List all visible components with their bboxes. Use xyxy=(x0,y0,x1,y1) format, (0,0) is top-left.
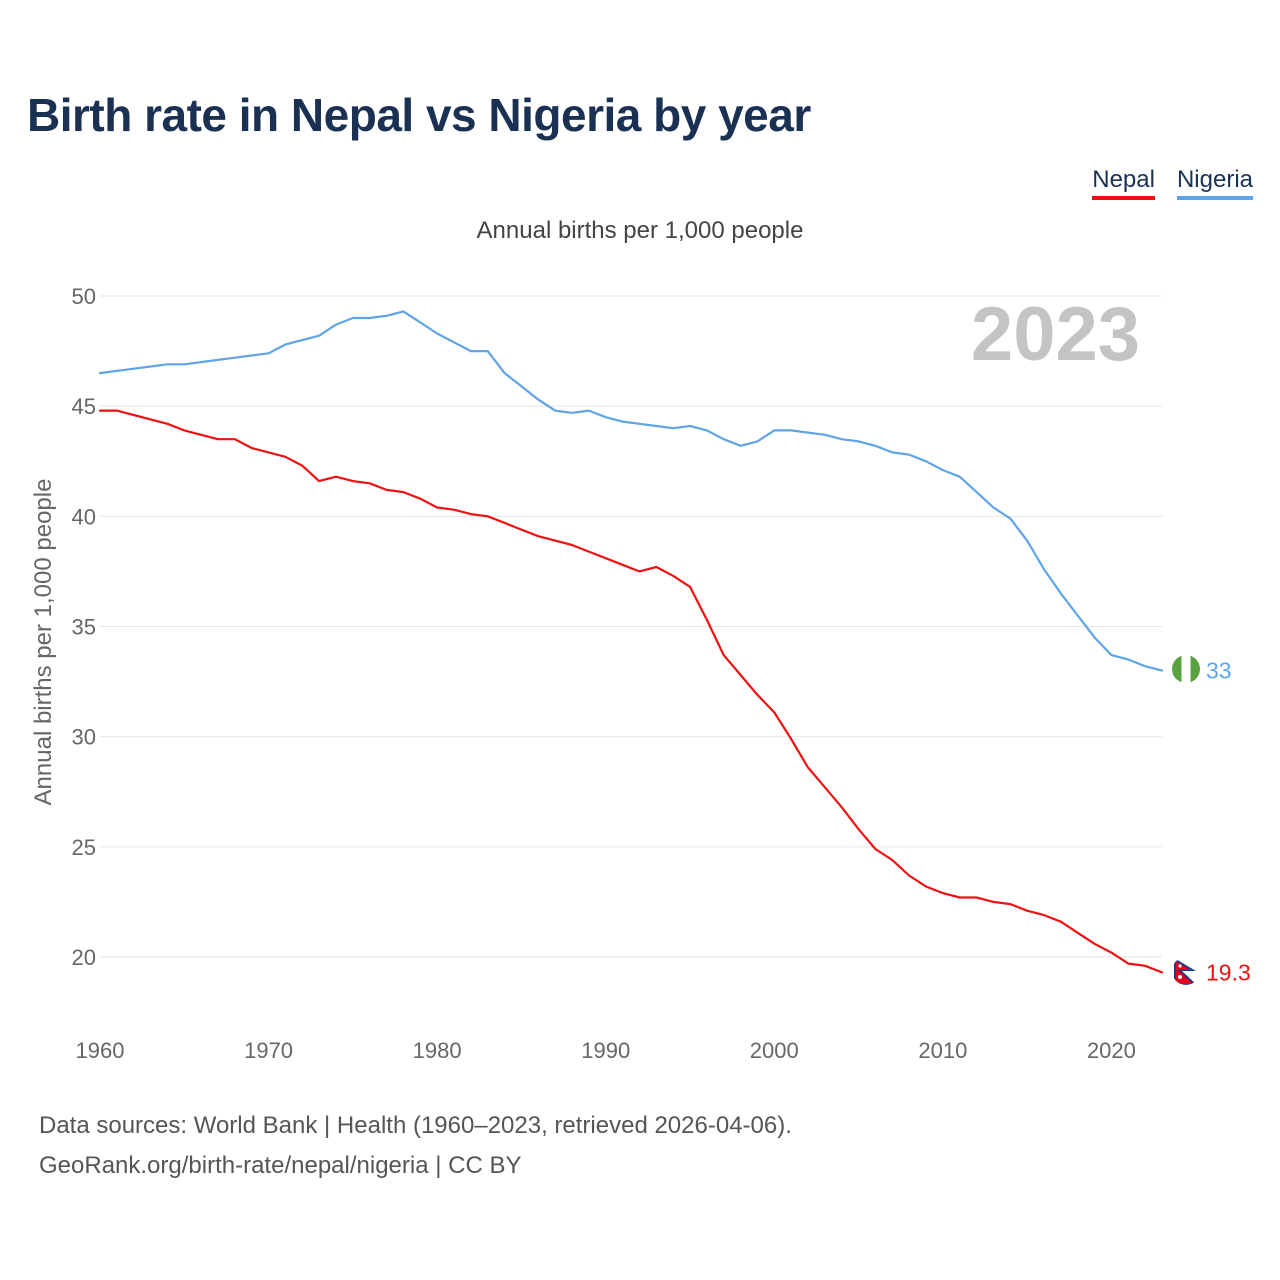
y-axis-ticks: 20 25 30 35 40 45 50 xyxy=(72,284,96,970)
y-tick-label: 45 xyxy=(72,394,96,419)
series-lines xyxy=(98,310,1164,974)
x-axis-ticks: 1960 1970 1980 1990 2000 2010 2020 xyxy=(76,1038,1136,1063)
nigeria-flag-icon xyxy=(1172,655,1200,683)
source-note: Data sources: World Bank | Health (1960–… xyxy=(39,1106,792,1186)
current-year-label: 2023 xyxy=(971,292,1140,377)
end-label-nigeria: 33 xyxy=(1206,658,1232,684)
x-tick-label: 2010 xyxy=(918,1038,967,1063)
x-tick-label: 1970 xyxy=(244,1038,293,1063)
x-tick-label: 1980 xyxy=(413,1038,462,1063)
legend-item-nigeria[interactable]: Nigeria xyxy=(1176,166,1253,200)
series-line-nigeria[interactable] xyxy=(98,310,1164,672)
source-line-url[interactable]: GeoRank.org/birth-rate/nepal/nigeria | C… xyxy=(39,1152,522,1179)
chart-title: Birth rate in Nepal vs Nigeria by year xyxy=(27,89,811,141)
y-axis-label: Annual births per 1,000 people xyxy=(30,479,57,806)
x-tick-label: 1960 xyxy=(76,1038,125,1063)
y-tick-label: 30 xyxy=(72,725,96,750)
series-line-nepal[interactable] xyxy=(98,409,1164,974)
chart-subtitle: Annual births per 1,000 people xyxy=(476,217,804,244)
y-tick-label: 25 xyxy=(72,835,96,860)
y-tick-label: 35 xyxy=(72,615,96,640)
end-label-nepal: 19.3 xyxy=(1206,959,1251,985)
source-line-data: Data sources: World Bank | Health (1960–… xyxy=(39,1112,792,1139)
nepal-flag-icon xyxy=(1172,957,1200,985)
legend: Nepal Nigeria xyxy=(1092,166,1253,200)
y-tick-label: 50 xyxy=(72,284,96,309)
x-tick-label: 1990 xyxy=(581,1038,630,1063)
end-labels: 19.3 33 xyxy=(1206,658,1251,986)
y-tick-label: 20 xyxy=(72,945,96,970)
x-tick-label: 2000 xyxy=(750,1038,799,1063)
x-tick-label: 2020 xyxy=(1087,1038,1136,1063)
y-tick-label: 40 xyxy=(72,504,96,529)
legend-item-nepal[interactable]: Nepal xyxy=(1092,166,1155,200)
gridlines xyxy=(100,295,1162,958)
